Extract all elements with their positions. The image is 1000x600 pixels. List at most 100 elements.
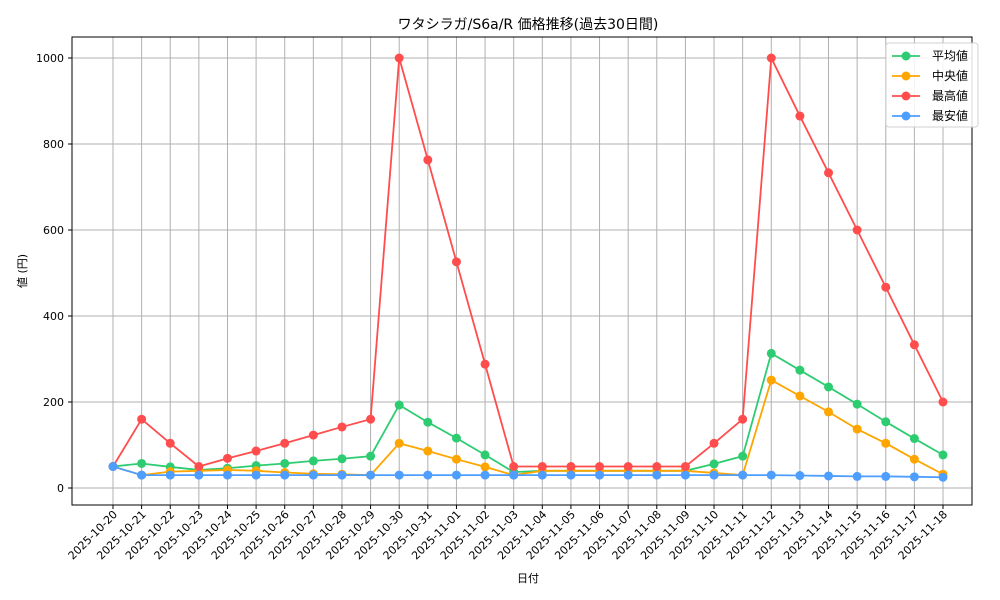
data-point bbox=[566, 470, 576, 480]
data-point bbox=[480, 470, 490, 480]
data-point bbox=[938, 397, 948, 407]
data-point bbox=[423, 155, 433, 165]
data-point bbox=[222, 470, 232, 480]
data-point bbox=[337, 422, 347, 432]
data-point bbox=[509, 470, 519, 480]
x-axis-label: 日付 bbox=[517, 572, 539, 585]
data-point bbox=[480, 450, 490, 460]
data-point bbox=[881, 417, 891, 427]
data-point bbox=[194, 470, 204, 480]
data-point bbox=[623, 470, 633, 480]
data-point bbox=[222, 453, 232, 463]
data-point bbox=[194, 462, 204, 471]
data-point bbox=[709, 470, 719, 480]
data-point bbox=[337, 470, 347, 480]
y-tick-label: 0 bbox=[57, 482, 64, 495]
data-point bbox=[766, 375, 776, 385]
data-point bbox=[566, 462, 576, 471]
data-point bbox=[881, 438, 891, 448]
data-point bbox=[852, 424, 862, 434]
data-point bbox=[394, 400, 404, 410]
legend-label: 最安値 bbox=[932, 108, 968, 123]
data-point bbox=[108, 462, 118, 471]
data-point bbox=[337, 454, 347, 464]
legend-marker-icon bbox=[901, 71, 911, 81]
data-point bbox=[451, 454, 461, 464]
data-point bbox=[451, 257, 461, 267]
data-point bbox=[881, 471, 891, 481]
data-point bbox=[766, 348, 776, 358]
data-point bbox=[251, 470, 261, 480]
data-point bbox=[394, 53, 404, 63]
data-point bbox=[451, 433, 461, 443]
data-point bbox=[852, 471, 862, 481]
y-tick-label: 800 bbox=[43, 138, 64, 151]
data-point bbox=[795, 111, 805, 121]
data-point bbox=[423, 470, 433, 480]
data-point bbox=[537, 470, 547, 480]
series-layer bbox=[108, 53, 948, 482]
data-point bbox=[709, 438, 719, 448]
data-point bbox=[852, 399, 862, 409]
data-point bbox=[423, 417, 433, 427]
data-point bbox=[766, 470, 776, 480]
data-point bbox=[480, 359, 490, 369]
data-point bbox=[680, 470, 690, 480]
data-point bbox=[480, 462, 490, 472]
data-point bbox=[423, 446, 433, 456]
data-point bbox=[909, 340, 919, 350]
legend-label: 最高値 bbox=[932, 88, 968, 103]
data-point bbox=[394, 470, 404, 480]
series-line bbox=[108, 462, 948, 482]
data-point bbox=[366, 414, 376, 424]
data-point bbox=[938, 450, 948, 460]
legend-marker-icon bbox=[901, 51, 911, 61]
plot-area-border bbox=[71, 36, 973, 506]
data-point bbox=[709, 459, 719, 469]
y-tick-label: 200 bbox=[43, 396, 64, 409]
data-point bbox=[824, 407, 834, 417]
data-point bbox=[738, 470, 748, 480]
data-point bbox=[909, 472, 919, 482]
data-point bbox=[595, 470, 605, 480]
series-line bbox=[108, 53, 948, 471]
data-point bbox=[366, 470, 376, 480]
data-point bbox=[308, 430, 318, 440]
data-point bbox=[165, 470, 175, 480]
data-point bbox=[451, 470, 461, 480]
data-point bbox=[308, 456, 318, 466]
data-point bbox=[280, 438, 290, 448]
data-point bbox=[652, 462, 662, 471]
data-point bbox=[824, 382, 834, 392]
data-point bbox=[852, 225, 862, 235]
data-point bbox=[881, 282, 891, 292]
data-point bbox=[766, 53, 776, 63]
data-point bbox=[280, 458, 290, 468]
data-point bbox=[738, 451, 748, 461]
series-line bbox=[108, 375, 948, 480]
y-tick-label: 1000 bbox=[36, 52, 64, 65]
data-point bbox=[280, 470, 290, 480]
data-point bbox=[738, 414, 748, 424]
y-axis-ticks: 0 200 400 600 800 1000 bbox=[36, 52, 72, 495]
data-point bbox=[680, 462, 690, 471]
y-tick-label: 400 bbox=[43, 310, 64, 323]
data-point bbox=[909, 434, 919, 444]
data-point bbox=[938, 472, 948, 482]
legend-marker-icon bbox=[901, 111, 911, 121]
data-point bbox=[137, 414, 147, 424]
chart-title: ワタシラガ/S6a/R 価格推移(過去30日間) bbox=[398, 17, 659, 33]
data-point bbox=[824, 471, 834, 481]
data-point bbox=[795, 471, 805, 481]
data-point bbox=[595, 462, 605, 471]
data-point bbox=[909, 454, 919, 464]
data-point bbox=[251, 446, 261, 456]
legend-label: 中央値 bbox=[932, 68, 968, 83]
data-point bbox=[308, 470, 318, 480]
data-point bbox=[623, 462, 633, 471]
grid-lines bbox=[72, 37, 972, 505]
legend-marker-icon bbox=[901, 91, 911, 101]
data-point bbox=[366, 451, 376, 461]
